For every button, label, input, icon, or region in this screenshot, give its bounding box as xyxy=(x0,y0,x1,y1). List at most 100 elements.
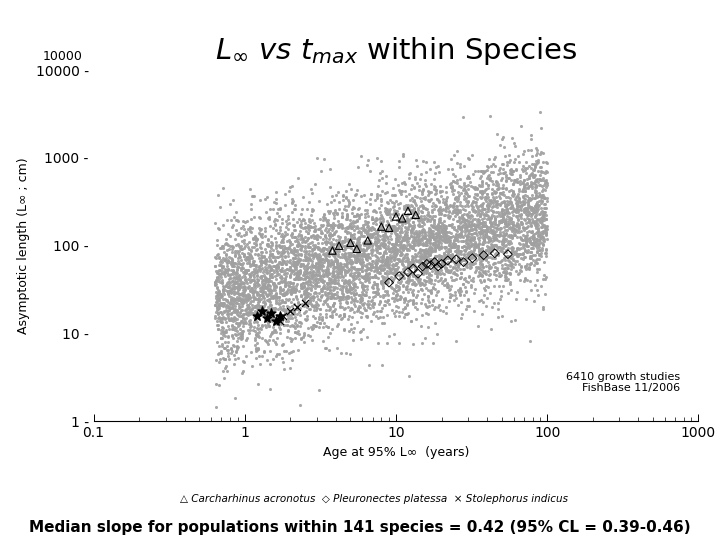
Point xyxy=(242,308,253,316)
Point xyxy=(407,180,418,189)
Point xyxy=(517,193,528,201)
Point xyxy=(295,210,307,218)
Point xyxy=(395,270,407,279)
Point xyxy=(477,238,489,246)
Point xyxy=(429,246,441,255)
Point xyxy=(511,177,523,186)
Point xyxy=(442,251,454,260)
Point xyxy=(319,214,330,223)
Point xyxy=(520,275,531,284)
Point xyxy=(540,157,552,166)
Point xyxy=(469,238,481,246)
Point xyxy=(230,248,241,257)
Point xyxy=(263,286,274,294)
Point xyxy=(401,257,413,266)
Point xyxy=(327,283,338,292)
Point xyxy=(340,193,351,202)
Point xyxy=(359,251,370,259)
Point xyxy=(392,245,403,254)
Point xyxy=(246,192,258,200)
Point xyxy=(443,240,454,249)
Point xyxy=(519,198,531,206)
Point xyxy=(369,232,380,241)
Point xyxy=(250,240,261,248)
Point xyxy=(287,279,299,287)
Point xyxy=(327,246,338,255)
Point xyxy=(292,257,303,266)
Point xyxy=(398,312,410,321)
Point xyxy=(296,232,307,240)
Point xyxy=(320,252,331,260)
Point xyxy=(276,316,288,325)
Point xyxy=(504,237,516,246)
Point xyxy=(516,164,528,173)
Point xyxy=(246,261,257,269)
Point xyxy=(496,134,508,143)
Point xyxy=(278,311,289,320)
Point xyxy=(233,217,244,225)
Point xyxy=(534,218,546,227)
Point xyxy=(334,266,346,274)
Point xyxy=(220,296,232,305)
Point xyxy=(377,173,388,182)
Point xyxy=(236,316,248,325)
Point xyxy=(477,298,488,306)
Point xyxy=(339,254,351,262)
Point xyxy=(305,332,316,341)
Point xyxy=(432,226,444,235)
Point xyxy=(497,237,508,246)
Point xyxy=(521,265,532,274)
Point xyxy=(271,269,282,278)
Point xyxy=(523,174,535,183)
Point xyxy=(339,303,351,312)
Point xyxy=(366,262,377,271)
Point xyxy=(494,246,505,255)
Point xyxy=(328,293,340,302)
Point xyxy=(450,241,462,250)
Point xyxy=(230,394,241,402)
Point xyxy=(447,170,459,178)
Point xyxy=(341,261,352,270)
Point xyxy=(462,278,473,286)
Point xyxy=(305,261,317,270)
Point xyxy=(431,261,443,270)
Point xyxy=(424,275,436,284)
Point xyxy=(489,218,500,226)
Point xyxy=(434,207,446,215)
Point xyxy=(307,325,318,333)
Point xyxy=(269,256,281,265)
Point xyxy=(419,248,431,257)
Point xyxy=(328,240,340,248)
Point xyxy=(246,228,257,237)
Point xyxy=(412,271,423,280)
Point xyxy=(349,255,361,264)
Point xyxy=(354,245,366,253)
Point xyxy=(270,316,282,325)
Point xyxy=(441,231,452,240)
Point xyxy=(253,253,264,262)
Point xyxy=(398,204,410,213)
Point xyxy=(382,210,394,218)
Point xyxy=(342,237,354,246)
Point xyxy=(346,305,358,313)
Point xyxy=(358,232,369,240)
Point xyxy=(273,249,284,258)
Point xyxy=(294,268,306,277)
Point xyxy=(413,232,424,241)
Point xyxy=(266,249,278,258)
Point xyxy=(279,276,290,285)
Point xyxy=(410,292,421,301)
Point xyxy=(534,181,545,190)
Point xyxy=(251,295,262,304)
Point xyxy=(256,287,268,295)
Point xyxy=(540,249,552,258)
Point xyxy=(379,276,391,285)
Point xyxy=(394,295,405,303)
Point xyxy=(354,252,366,261)
Point xyxy=(252,298,264,307)
Point xyxy=(420,254,432,262)
Point xyxy=(485,234,496,243)
Point xyxy=(480,232,491,240)
Point xyxy=(527,179,539,187)
Point xyxy=(406,222,418,231)
